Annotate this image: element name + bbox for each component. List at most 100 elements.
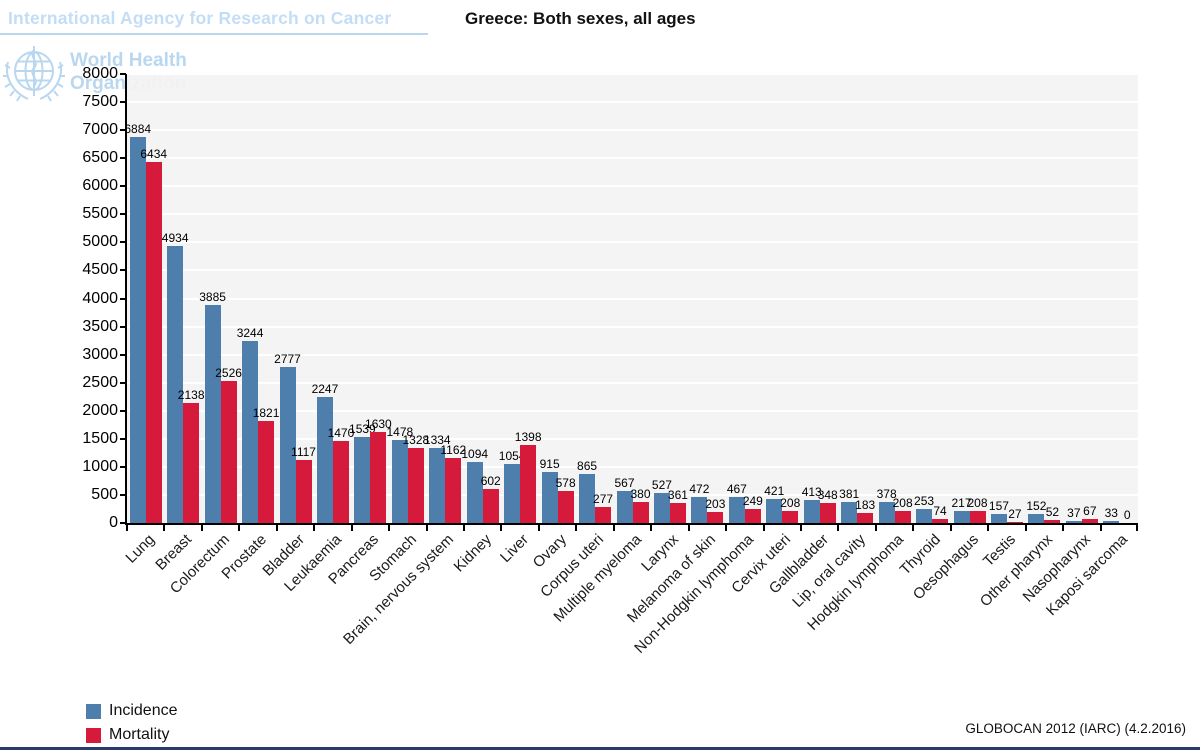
incidence-bar xyxy=(803,499,820,523)
x-axis-tick xyxy=(912,525,915,531)
x-axis-tick xyxy=(163,525,166,531)
x-axis-tick xyxy=(612,525,615,531)
y-gridline xyxy=(127,325,1138,328)
y-axis-tick-label: 4500 xyxy=(82,261,118,279)
x-axis-tick xyxy=(1024,525,1027,531)
bar-value-label: 157 xyxy=(988,499,1009,514)
x-axis-tick xyxy=(987,525,990,531)
x-axis-tick xyxy=(200,525,203,531)
incidence-bar xyxy=(429,448,446,523)
incidence-bar xyxy=(129,136,146,523)
y-axis-tick-label: 0 xyxy=(109,514,118,531)
mortality-bar xyxy=(557,490,574,523)
incidence-bar xyxy=(1028,514,1045,523)
y-axis-tick xyxy=(120,269,126,272)
y-axis-tick xyxy=(120,522,126,524)
y-gridline xyxy=(127,129,1138,132)
bar-value-label: 52 xyxy=(1045,505,1060,520)
incidence-bar xyxy=(242,340,259,523)
x-axis-tick xyxy=(650,525,653,531)
mortality-bar xyxy=(782,511,799,523)
bar-value-label: 208 xyxy=(967,496,988,511)
mortality-bar xyxy=(669,502,686,523)
x-axis-tick xyxy=(800,525,802,531)
bar-value-label: 2777 xyxy=(274,352,301,367)
y-axis-tick xyxy=(120,73,126,75)
bar-value-label: 2138 xyxy=(177,388,205,403)
x-axis-tick xyxy=(837,525,840,531)
y-axis-tick xyxy=(120,157,126,160)
bar-value-label: 378 xyxy=(876,486,897,501)
x-axis-tick xyxy=(1062,525,1065,531)
x-axis-tick xyxy=(575,525,578,531)
bar-value-label: 1398 xyxy=(514,429,542,444)
bar-value-label: 361 xyxy=(667,487,688,502)
bar-value-label: 6884 xyxy=(124,121,152,136)
bar-value-label: 413 xyxy=(801,484,822,499)
bar-value-label: 6434 xyxy=(140,146,168,161)
x-axis-tick xyxy=(313,525,316,531)
incidence-bar xyxy=(466,461,483,523)
incidence-bar xyxy=(167,246,184,523)
mortality-bar xyxy=(482,489,499,523)
bar-value-label: 208 xyxy=(892,496,913,511)
x-axis-tick xyxy=(949,525,952,531)
y-axis-tick xyxy=(120,409,126,412)
bar-value-label: 74 xyxy=(933,503,947,518)
y-gridline xyxy=(127,241,1138,244)
y-axis-tick xyxy=(120,129,126,132)
bar-value-label: 183 xyxy=(855,497,876,512)
incidence-bar xyxy=(990,514,1007,523)
x-axis-tick xyxy=(1136,525,1138,531)
incidence-bar xyxy=(616,491,633,523)
bar-value-label: 578 xyxy=(555,475,576,490)
y-gridline xyxy=(127,381,1138,384)
bar-value-label: 152 xyxy=(1026,499,1047,514)
x-axis-tick xyxy=(500,525,503,531)
mortality-bar xyxy=(183,403,200,523)
bar-value-label: 1117 xyxy=(291,445,316,460)
legend-label: Mortality xyxy=(109,726,170,743)
y-gridline xyxy=(127,437,1138,440)
x-axis-tick xyxy=(463,525,465,531)
y-axis-tick-label: 1500 xyxy=(82,429,118,447)
x-axis-tick xyxy=(388,525,391,531)
bar-value-label: 1334 xyxy=(423,433,451,448)
incidence-bar xyxy=(653,493,670,523)
bar-value-label: 602 xyxy=(480,474,501,489)
who-logo-text-line1: World Health xyxy=(70,50,187,71)
y-axis-tick-label: 7000 xyxy=(82,121,118,139)
incidence-bar xyxy=(391,440,408,523)
incidence-bar xyxy=(691,496,708,523)
legend-item: Incidence xyxy=(86,699,178,723)
bar-value-label: 253 xyxy=(914,493,935,508)
bar-value-label: 249 xyxy=(742,494,763,509)
incidence-bar xyxy=(766,499,783,523)
bar-value-label: 421 xyxy=(764,484,785,499)
bar-value-label: 472 xyxy=(689,481,710,496)
y-gridline xyxy=(127,73,1138,75)
x-axis-tick xyxy=(350,525,353,531)
mortality-bar xyxy=(445,457,462,523)
y-axis-line xyxy=(125,74,127,525)
bar-value-label: 381 xyxy=(839,486,860,501)
iarc-header-title: International Agency for Research on Can… xyxy=(8,8,392,28)
y-axis-tick-label: 2000 xyxy=(82,401,118,419)
x-axis-line xyxy=(125,523,1138,525)
y-gridline xyxy=(127,353,1138,356)
bar-value-label: 2526 xyxy=(215,366,242,381)
y-axis-tick xyxy=(120,297,126,300)
mortality-bar xyxy=(819,503,836,523)
y-axis-tick xyxy=(120,185,126,188)
mortality-bar xyxy=(332,440,349,523)
incidence-bar xyxy=(579,474,596,523)
y-axis-tick-label: 4000 xyxy=(82,289,118,307)
y-gridline xyxy=(127,409,1138,412)
mortality-bar xyxy=(370,431,387,523)
y-axis-tick xyxy=(120,381,126,384)
y-axis-tick xyxy=(120,493,126,496)
mortality-bar xyxy=(894,511,911,523)
y-gridline xyxy=(127,213,1138,216)
mortality-bar xyxy=(595,507,612,523)
y-axis-tick xyxy=(120,101,126,104)
